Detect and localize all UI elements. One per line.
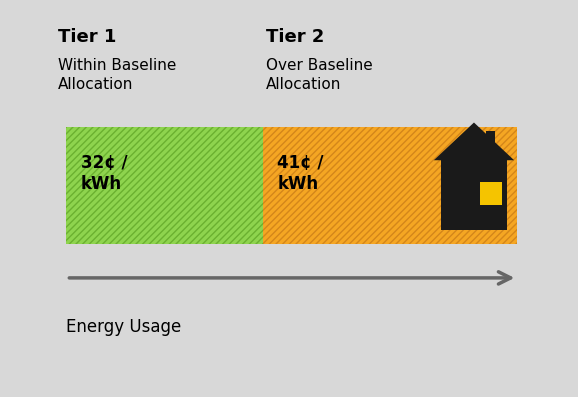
Text: 32¢ /
kWh: 32¢ / kWh (81, 154, 128, 193)
Text: Tier 1: Tier 1 (58, 28, 116, 46)
Text: Tier 2: Tier 2 (266, 28, 324, 46)
Text: Within Baseline
Allocation: Within Baseline Allocation (58, 58, 176, 92)
Text: Energy Usage: Energy Usage (66, 318, 181, 335)
Bar (263, 127, 517, 244)
Bar (480, 182, 502, 205)
Bar (66, 127, 263, 244)
Bar (263, 127, 517, 244)
Bar (66, 127, 263, 244)
Text: 41¢ /
kWh: 41¢ / kWh (277, 154, 324, 193)
Text: Over Baseline
Allocation: Over Baseline Allocation (266, 58, 373, 92)
Bar (441, 160, 507, 230)
Polygon shape (434, 123, 514, 160)
Bar (486, 131, 495, 153)
